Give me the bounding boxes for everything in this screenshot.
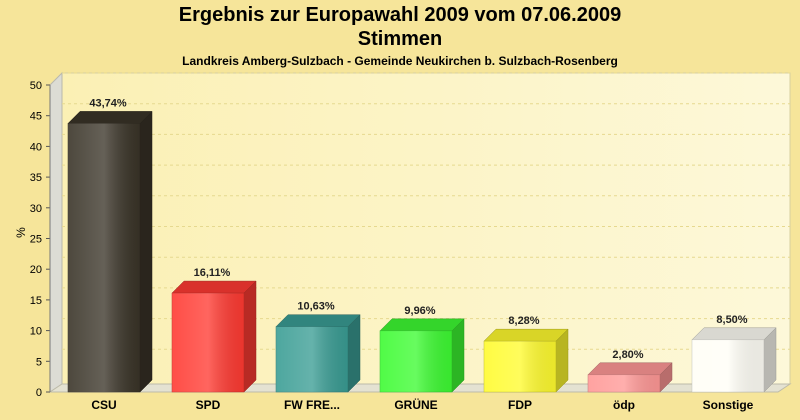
y-tick-label: 30 — [30, 203, 42, 215]
y-tick-label: 0 — [36, 387, 42, 399]
data-label: 8,50% — [716, 314, 747, 326]
chart-subtitle: Stimmen — [357, 28, 443, 50]
bar-top — [275, 314, 361, 327]
y-tick-label: 35 — [30, 172, 42, 184]
bar-top — [379, 318, 465, 332]
x-tick-label: CSU — [91, 398, 116, 412]
bar-sheen — [276, 326, 348, 392]
x-tick-label: SPD — [196, 398, 221, 412]
data-label: 10,63% — [297, 301, 335, 313]
data-label: 9,96% — [404, 305, 435, 317]
bar-top — [691, 327, 777, 341]
y-tick-label: 40 — [30, 141, 42, 153]
y-tick-label: 5 — [36, 356, 42, 368]
x-tick-label: GRÜNE — [394, 397, 437, 412]
bar-top — [171, 280, 257, 294]
data-label: 43,74% — [89, 97, 127, 109]
bar-side — [243, 280, 257, 393]
bar-sheen — [692, 339, 764, 392]
x-tick-label: FDP — [508, 398, 532, 412]
bar-side — [139, 110, 153, 393]
x-tick-label: ödp — [613, 398, 635, 412]
data-label: 16,11% — [194, 267, 231, 279]
y-tick-label: 50 — [30, 80, 42, 92]
bar-3 — [379, 318, 465, 393]
bar-side — [347, 314, 361, 393]
bar-4 — [483, 328, 569, 393]
y-tick-label: 15 — [30, 295, 42, 307]
y-axis-label: % — [14, 227, 28, 238]
bar-sheen — [68, 123, 140, 392]
y-tick-label: 20 — [30, 264, 42, 276]
bar-top — [483, 328, 569, 342]
bar-top — [67, 111, 153, 124]
bar-5 — [587, 362, 673, 393]
bar-side — [451, 318, 465, 393]
bar-sheen — [484, 341, 556, 392]
bar-6 — [691, 327, 777, 393]
bar-0 — [67, 110, 153, 393]
bar-sheen — [588, 374, 660, 392]
bar-top — [587, 362, 673, 376]
plot-side-wall — [49, 71, 63, 393]
chart-caption: Landkreis Amberg-Sulzbach - Gemeinde Neu… — [182, 54, 618, 68]
chart-title: Ergebnis zur Europawahl 2009 vom 07.06.2… — [178, 4, 622, 26]
bar-sheen — [172, 293, 244, 392]
data-label: 2,80% — [612, 349, 643, 361]
data-label: 8,28% — [508, 315, 539, 327]
y-tick-label: 10 — [30, 326, 42, 338]
x-tick-label: Sonstige — [703, 398, 754, 412]
bar-sheen — [380, 330, 452, 392]
bar-1 — [171, 280, 257, 393]
x-tick-label: FW FRE... — [284, 398, 340, 412]
y-tick-label: 25 — [30, 234, 42, 246]
y-tick-label: 45 — [30, 111, 42, 123]
bar-2 — [275, 314, 361, 393]
